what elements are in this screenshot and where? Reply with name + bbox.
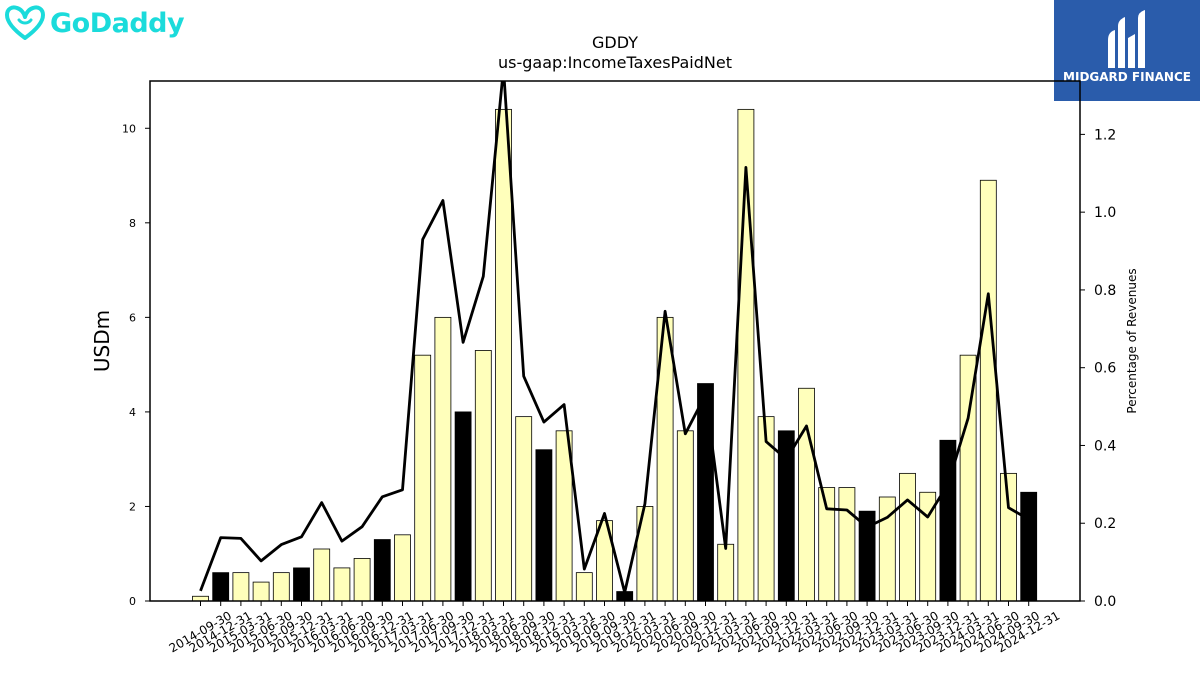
bar xyxy=(373,539,391,602)
y2-tick-label: 0.0 xyxy=(1094,594,1116,610)
y2-tick-label: 0.6 xyxy=(1094,361,1116,377)
bar xyxy=(777,430,795,602)
bar xyxy=(636,506,654,602)
bar xyxy=(899,472,916,602)
bar xyxy=(1000,472,1017,602)
bar xyxy=(838,487,856,602)
chart-title: GDDY xyxy=(592,33,638,52)
bar xyxy=(495,108,512,602)
bar xyxy=(232,572,250,602)
bar xyxy=(353,558,371,602)
bar xyxy=(697,383,714,602)
right-axis: 0.0 0.2 0.4 0.6 0.8 1.0 1.2 xyxy=(1080,127,1116,610)
bar xyxy=(575,572,593,602)
bar xyxy=(252,581,270,602)
bar xyxy=(757,416,775,602)
bar xyxy=(474,350,492,602)
y2-tick-label: 1.2 xyxy=(1094,127,1116,143)
y2-tick-label: 1.0 xyxy=(1094,205,1116,221)
badge-label: MIDGARD FINANCE xyxy=(1063,70,1191,84)
bar xyxy=(293,567,310,602)
bar xyxy=(535,449,553,602)
bar xyxy=(313,548,331,602)
bar xyxy=(434,316,452,602)
y2-tick-label: 0.8 xyxy=(1094,283,1116,299)
bar xyxy=(272,572,290,602)
y-tick-label: 8 xyxy=(129,217,136,230)
chart-subtitle: us-gaap:IncomeTaxesPaidNet xyxy=(498,53,732,72)
y-tick-label: 6 xyxy=(129,311,136,324)
y-tick-label: 10 xyxy=(122,122,136,135)
bar xyxy=(1020,491,1038,602)
bar xyxy=(212,572,230,602)
godaddy-mark-icon xyxy=(5,5,45,40)
y2-tick-label: 0.2 xyxy=(1094,516,1116,532)
bar xyxy=(515,416,533,602)
left-axis: 0 2 4 6 8 10 xyxy=(122,122,150,608)
bar xyxy=(717,543,735,602)
bar xyxy=(414,354,432,602)
bar xyxy=(394,534,411,602)
bar xyxy=(979,179,997,602)
godaddy-logo: GoDaddy xyxy=(4,4,185,42)
bar-series xyxy=(192,108,1038,602)
bar xyxy=(798,387,815,602)
y2-tick-label: 0.4 xyxy=(1094,438,1116,454)
y-tick-label: 0 xyxy=(129,595,136,608)
y-tick-label: 4 xyxy=(129,406,136,419)
midgard-finance-badge: MIDGARD FINANCE xyxy=(1054,0,1200,101)
y2-axis-label: Percentage of Revenues xyxy=(1125,268,1139,413)
bar xyxy=(676,430,694,602)
midgard-logo-icon xyxy=(1108,10,1145,68)
line-series xyxy=(199,81,1030,594)
bar xyxy=(454,411,472,602)
revenue-share-line xyxy=(199,81,1030,594)
y-tick-label: 2 xyxy=(129,500,136,513)
y-axis-label: USDm xyxy=(90,310,114,372)
x-axis: 2014-09-302014-12-312015-03-312015-06-30… xyxy=(167,601,1062,655)
brand-name: GoDaddy xyxy=(50,7,185,39)
plot-frame xyxy=(149,80,1081,602)
bar xyxy=(333,567,351,602)
